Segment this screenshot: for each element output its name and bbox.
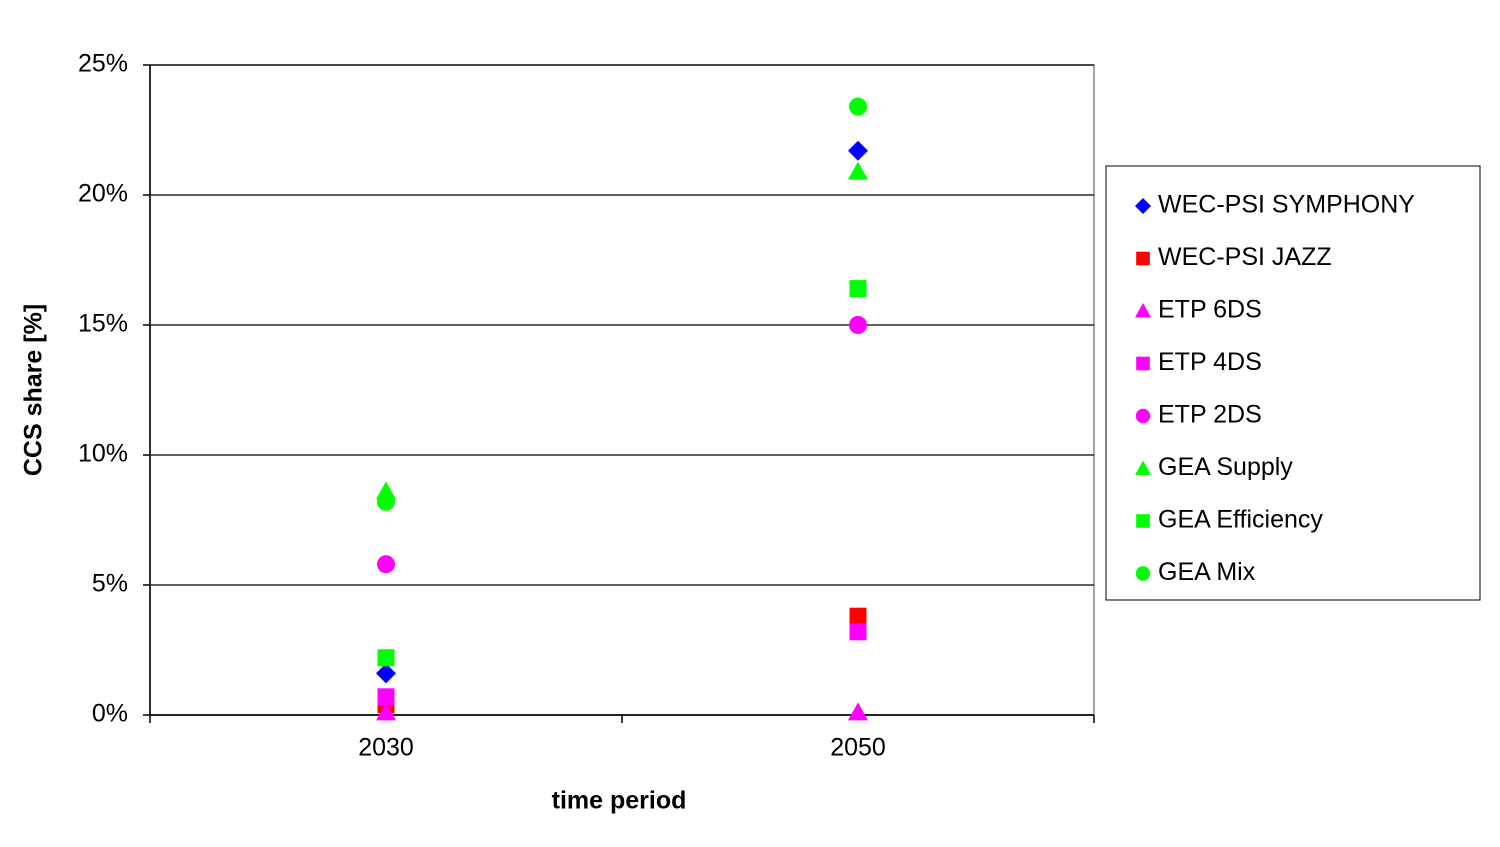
data-point xyxy=(848,702,868,721)
y-tick-label: 25% xyxy=(78,50,128,78)
data-point xyxy=(849,316,867,334)
legend-label: WEC-PSI SYMPHONY xyxy=(1158,191,1415,219)
data-point xyxy=(849,607,867,625)
y-tick-label: 20% xyxy=(78,180,128,208)
data-point xyxy=(849,623,867,641)
legend-label: GEA Efficiency xyxy=(1158,506,1323,534)
data-point xyxy=(377,555,395,574)
plot-area xyxy=(149,64,1095,716)
y-tick-label: 10% xyxy=(78,440,128,468)
data-point xyxy=(376,663,396,684)
legend-marker xyxy=(1135,566,1151,581)
data-point xyxy=(377,688,395,706)
data-point xyxy=(848,161,868,180)
x-tick-label: 2030 xyxy=(358,734,414,762)
legend-label: ETP 4DS xyxy=(1158,348,1262,376)
legend-marker xyxy=(1136,356,1150,371)
legend-label: ETP 6DS xyxy=(1158,296,1262,324)
y-tick-label: 15% xyxy=(78,310,128,338)
legend-box xyxy=(1105,165,1481,601)
x-tick-label: 2050 xyxy=(830,734,886,762)
data-point xyxy=(849,280,867,298)
legend-marker xyxy=(1136,251,1150,266)
y-tick-label: 0% xyxy=(92,700,128,728)
legend-marker xyxy=(1136,514,1150,528)
y-tick-label: 5% xyxy=(92,570,128,598)
legend-label: GEA Supply xyxy=(1158,453,1293,481)
legend-marker xyxy=(1135,198,1151,214)
legend-label: WEC-PSI JAZZ xyxy=(1158,243,1332,271)
data-point xyxy=(377,649,395,667)
y-axis-title: CCS share [%] xyxy=(20,304,48,476)
x-axis-title: time period xyxy=(552,787,687,815)
legend-marker xyxy=(1135,460,1151,475)
legend-label: ETP 2DS xyxy=(1158,401,1262,429)
legend-marker xyxy=(1135,303,1151,318)
data-point xyxy=(848,140,868,161)
data-point xyxy=(849,97,867,116)
data-point xyxy=(377,492,395,511)
legend-marker xyxy=(1135,408,1151,424)
legend-label: GEA Mix xyxy=(1158,558,1256,586)
data-point xyxy=(376,702,396,721)
